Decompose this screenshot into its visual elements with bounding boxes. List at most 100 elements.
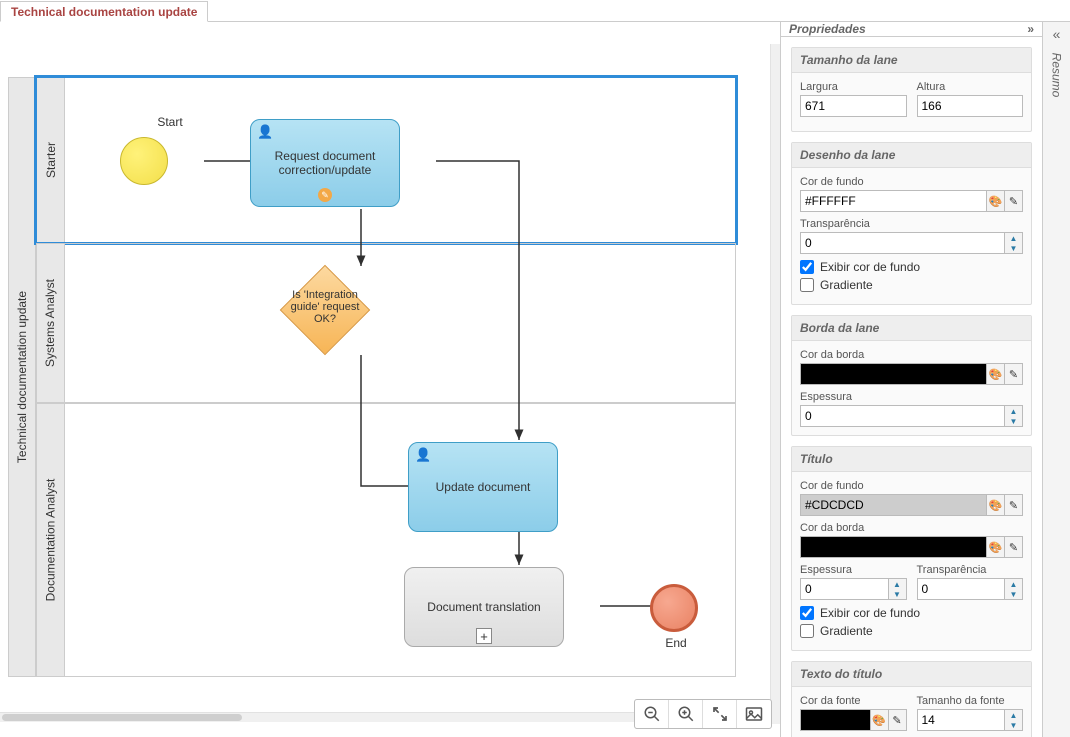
spinner[interactable]: ▲▼: [1005, 578, 1023, 600]
tab-active[interactable]: Technical documentation update: [0, 1, 208, 22]
lane-title-starter: Starter: [37, 78, 65, 242]
section-title: Borda da lane: [792, 316, 1031, 341]
task-update-document[interactable]: 👤 Update document: [408, 442, 558, 532]
section-tamanho-lane: Tamanho da lane Largura Altura: [791, 47, 1032, 132]
picker-icon[interactable]: ✎: [1005, 190, 1023, 212]
fit-screen-button[interactable]: [703, 700, 737, 728]
title-show-bg-label: Exibir cor de fundo: [820, 606, 920, 620]
bg-color-input[interactable]: [800, 190, 987, 212]
expand-icon[interactable]: +: [476, 628, 492, 644]
section-desenho-lane: Desenho da lane Cor de fundo 🎨 ✎ Transpa…: [791, 142, 1032, 305]
gradient-checkbox[interactable]: [800, 278, 814, 292]
section-titulo: Título Cor de fundo 🎨 ✎ Cor da borda 🎨 ✎: [791, 446, 1032, 651]
task-label: Request document correction/update: [259, 149, 391, 177]
spinner[interactable]: ▲▼: [889, 578, 907, 600]
note-icon: ✎: [318, 188, 332, 202]
canvas-toolbar: [634, 699, 772, 729]
user-icon: 👤: [257, 124, 273, 140]
zoom-in-button[interactable]: [669, 700, 703, 728]
lane-title-systems-analyst: Systems Analyst: [37, 244, 65, 402]
transparency-input[interactable]: [800, 232, 1005, 254]
picker-icon[interactable]: ✎: [1005, 494, 1023, 516]
palette-icon[interactable]: 🎨: [871, 709, 889, 731]
user-icon: 👤: [415, 447, 431, 463]
gateway-integration-guide[interactable]: Is 'Integration guide' request OK?: [280, 265, 370, 355]
summary-panel: « Resumo: [1042, 22, 1070, 737]
collapse-right-icon[interactable]: »: [1027, 22, 1034, 36]
gateway-label: Is 'Integration guide' request OK?: [280, 289, 370, 325]
tab-bar: Technical documentation update: [0, 0, 1070, 22]
thickness-input[interactable]: [800, 405, 1005, 427]
canvas-inner: Technical documentation update Starter S…: [0, 22, 760, 722]
palette-icon[interactable]: 🎨: [987, 494, 1005, 516]
font-color-label: Cor da fonte: [800, 695, 907, 707]
subprocess-label: Document translation: [427, 600, 540, 614]
font-size-label: Tamanho da fonte: [917, 695, 1024, 707]
transparency-label: Transparência: [800, 218, 1023, 230]
width-input[interactable]: [800, 95, 907, 117]
gradient-label: Gradiente: [820, 278, 873, 292]
end-event[interactable]: [650, 584, 698, 632]
show-bg-checkbox[interactable]: [800, 260, 814, 274]
properties-header: Propriedades »: [781, 22, 1042, 37]
properties-body: Tamanho da lane Largura Altura Desenho d…: [781, 37, 1042, 737]
palette-icon[interactable]: 🎨: [987, 363, 1005, 385]
lane-label: Documentation Analyst: [44, 479, 58, 602]
canvas-area[interactable]: Technical documentation update Starter S…: [0, 22, 780, 737]
title-bg-label: Cor de fundo: [800, 480, 1023, 492]
title-border-label: Cor da borda: [800, 522, 1023, 534]
lane-title-documentation-analyst: Documentation Analyst: [37, 404, 65, 676]
section-borda-lane: Borda da lane Cor da borda 🎨 ✎ Espessura…: [791, 315, 1032, 436]
title-transp-label: Transparência: [917, 564, 1024, 576]
title-thickness-label: Espessura: [800, 564, 907, 576]
bg-color-label: Cor de fundo: [800, 176, 1023, 188]
main: Technical documentation update Starter S…: [0, 22, 1070, 737]
title-gradient-checkbox[interactable]: [800, 624, 814, 638]
border-color-label: Cor da borda: [800, 349, 1023, 361]
picker-icon[interactable]: ✎: [1005, 363, 1023, 385]
title-transp-input[interactable]: [917, 578, 1006, 600]
spinner[interactable]: ▲▼: [1005, 232, 1023, 254]
border-color-swatch[interactable]: [800, 363, 987, 385]
pool-title-text: Technical documentation update: [15, 291, 29, 463]
lane-label: Starter: [44, 142, 58, 178]
summary-label[interactable]: Resumo: [1050, 53, 1064, 98]
end-label: End: [656, 636, 696, 650]
image-button[interactable]: [737, 700, 771, 728]
lane-documentation-analyst[interactable]: Documentation Analyst: [36, 403, 736, 677]
section-texto-titulo: Texto do título Cor da fonte 🎨 ✎ Tamanho…: [791, 661, 1032, 737]
palette-icon[interactable]: 🎨: [987, 190, 1005, 212]
font-size-input[interactable]: [917, 709, 1006, 731]
task-request-document[interactable]: 👤 Request document correction/update ✎: [250, 119, 400, 207]
show-bg-label: Exibir cor de fundo: [820, 260, 920, 274]
start-event[interactable]: [120, 137, 168, 185]
font-color-swatch[interactable]: [800, 709, 871, 731]
section-title: Texto do título: [792, 662, 1031, 687]
section-title: Título: [792, 447, 1031, 472]
pool-title[interactable]: Technical documentation update: [8, 77, 36, 677]
section-title: Desenho da lane: [792, 143, 1031, 168]
title-show-bg-checkbox[interactable]: [800, 606, 814, 620]
properties-title: Propriedades: [789, 22, 866, 36]
spinner[interactable]: ▲▼: [1005, 405, 1023, 427]
hscroll-thumb[interactable]: [2, 714, 242, 721]
height-label: Altura: [917, 81, 1024, 93]
zoom-out-button[interactable]: [635, 700, 669, 728]
thickness-label: Espessura: [800, 391, 1023, 403]
lane-label: Systems Analyst: [44, 279, 58, 367]
title-border-swatch[interactable]: [800, 536, 987, 558]
picker-icon[interactable]: ✎: [1005, 536, 1023, 558]
properties-panel: Propriedades » Tamanho da lane Largura A…: [780, 22, 1042, 737]
spinner[interactable]: ▲▼: [1005, 709, 1023, 731]
collapse-left-icon[interactable]: «: [1053, 26, 1061, 42]
vscrollbar[interactable]: [770, 44, 780, 724]
title-bg-input[interactable]: [800, 494, 987, 516]
palette-icon[interactable]: 🎨: [987, 536, 1005, 558]
subprocess-document-translation[interactable]: Document translation +: [404, 567, 564, 647]
title-gradient-label: Gradiente: [820, 624, 873, 638]
picker-icon[interactable]: ✎: [889, 709, 907, 731]
title-thickness-input[interactable]: [800, 578, 889, 600]
start-label: Start: [140, 115, 200, 129]
lane-systems-analyst[interactable]: Systems Analyst: [36, 243, 736, 403]
height-input[interactable]: [917, 95, 1024, 117]
